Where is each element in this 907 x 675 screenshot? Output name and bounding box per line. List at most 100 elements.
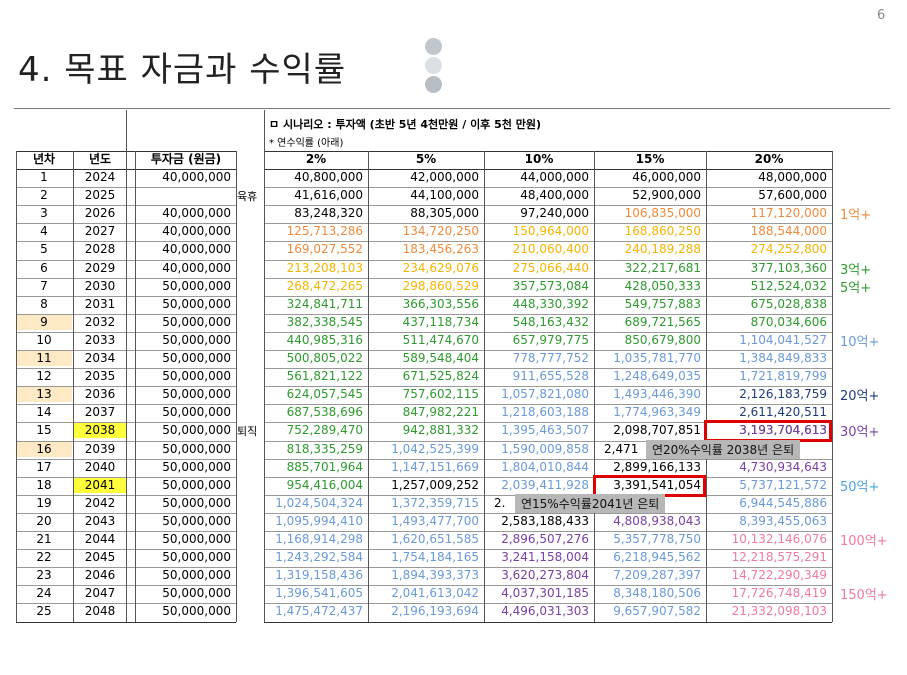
row-value-10pct: 1,057,821,080 xyxy=(501,387,589,402)
row-value-2pct: 954,416,004 xyxy=(286,477,363,492)
row-value-20pct: 21,332,098,103 xyxy=(731,604,827,619)
row-value-15pct: 52,900,000 xyxy=(632,188,701,203)
milestone-label: 50억+ xyxy=(840,479,880,495)
header-4: 2% xyxy=(305,152,327,166)
row-principal: 50,000,000 xyxy=(162,332,231,347)
row-value-10pct: 448,330,392 xyxy=(512,296,589,311)
callout-15pct-retire: 연15%수익률2041년 은퇴 xyxy=(515,493,666,513)
header-1: 년차 xyxy=(32,152,56,166)
row-value-10pct: 1,395,463,507 xyxy=(501,423,589,438)
row-divider xyxy=(264,603,832,605)
milestone-label: 10억+ xyxy=(840,334,880,350)
row-year: 2048 xyxy=(84,604,116,619)
row-year: 2030 xyxy=(84,278,116,293)
row-value-20pct: 2,611,420,511 xyxy=(739,405,827,420)
row-year: 2037 xyxy=(84,405,116,420)
row-divider xyxy=(264,223,832,225)
row-year: 2042 xyxy=(84,495,116,510)
row-value-5pct: 757,602,115 xyxy=(402,387,479,402)
row-year: 2041 xyxy=(74,476,126,493)
row-divider xyxy=(264,259,832,261)
row-value-10pct: 1,590,009,858 xyxy=(501,441,589,456)
row-value-15pct: 2,471 xyxy=(604,441,639,456)
row-value-2pct: 885,701,964 xyxy=(286,459,363,474)
row-value-2pct: 268,472,265 xyxy=(286,278,363,293)
table-bottom-line xyxy=(16,621,236,623)
row-value-2pct: 1,319,158,436 xyxy=(275,568,363,583)
row-value-5pct: 1,754,184,165 xyxy=(391,550,479,565)
row-value-10pct: 4,496,031,303 xyxy=(501,604,589,619)
row-value-15pct: 240,189,288 xyxy=(624,242,701,257)
row-principal: 40,000,000 xyxy=(162,260,231,275)
row-value-10pct: 657,979,775 xyxy=(512,332,589,347)
column-divider xyxy=(368,151,369,622)
row-principal: 50,000,000 xyxy=(162,477,231,492)
row-value-15pct: 106,835,000 xyxy=(624,206,701,221)
column-divider xyxy=(16,151,17,622)
row-year-number: 10 xyxy=(36,332,52,347)
row-value-15pct: 1,493,446,390 xyxy=(613,387,701,402)
decor-dot-top xyxy=(425,38,442,55)
row-value-15pct: 549,757,883 xyxy=(624,296,701,311)
row-value-5pct: 1,894,393,373 xyxy=(391,568,479,583)
row-value-10pct: 275,066,440 xyxy=(512,260,589,275)
row-divider xyxy=(264,187,832,189)
column-divider xyxy=(126,110,127,622)
column-divider xyxy=(236,151,237,622)
row-value-5pct: 1,257,009,252 xyxy=(391,477,479,492)
row-principal: 50,000,000 xyxy=(162,314,231,329)
row-year: 2034 xyxy=(84,351,116,365)
row-value-20pct: 870,034,606 xyxy=(750,314,827,329)
column-divider xyxy=(594,151,595,622)
row-value-5pct: 44,100,000 xyxy=(410,188,479,203)
row-principal: 50,000,000 xyxy=(162,495,231,510)
row-divider xyxy=(264,458,832,460)
row-value-15pct: 322,217,681 xyxy=(624,260,701,275)
row-value-10pct: 44,000,000 xyxy=(520,170,589,184)
header-8: 20% xyxy=(754,152,784,166)
row-value-5pct: 298,860,529 xyxy=(402,278,479,293)
row-year-number: 25 xyxy=(36,604,52,619)
row-year-number: 5 xyxy=(40,242,48,257)
row-year-number: 2 xyxy=(40,188,48,203)
row-value-20pct: 274,252,800 xyxy=(750,242,827,257)
row-year-number: 7 xyxy=(40,278,48,293)
row-year-number: 4 xyxy=(40,224,48,239)
row-year: 2044 xyxy=(84,532,116,546)
row-value-15pct: 2,899,166,133 xyxy=(613,459,701,474)
row-value-15pct: 689,721,565 xyxy=(624,314,701,329)
row-year: 2035 xyxy=(84,369,116,384)
row-value-2pct: 41,616,000 xyxy=(294,188,363,203)
row-divider xyxy=(264,295,832,297)
row-principal: 50,000,000 xyxy=(162,441,231,456)
decor-dot-middle xyxy=(425,57,442,74)
row-value-20pct: 1,721,819,799 xyxy=(739,369,827,384)
header-3: 투자금 (원금) xyxy=(150,152,222,166)
row-year: 2047 xyxy=(84,586,116,601)
row-value-15pct: 46,000,000 xyxy=(632,170,701,184)
row-divider xyxy=(264,512,832,514)
row-value-20pct: 17,726,748,419 xyxy=(731,586,827,601)
row-value-2pct: 1,475,472,437 xyxy=(275,604,363,619)
row-value-15pct: 1,035,781,770 xyxy=(613,351,701,365)
row-value-10pct: 3,241,158,004 xyxy=(501,550,589,565)
row-divider xyxy=(264,386,832,388)
row-divider xyxy=(264,205,832,207)
row-year: 2045 xyxy=(84,550,116,565)
row-value-15pct: 7,209,287,397 xyxy=(613,568,701,583)
row-divider xyxy=(264,531,832,532)
row-year-number: 17 xyxy=(36,459,52,474)
row-year: 2027 xyxy=(84,224,116,239)
row-principal: 50,000,000 xyxy=(162,296,231,311)
row-value-5pct: 942,881,332 xyxy=(402,423,479,438)
row-principal: 50,000,000 xyxy=(162,604,231,619)
row-divider xyxy=(264,404,832,406)
mid-label-r2: 육휴 xyxy=(237,190,258,204)
row-value-5pct: 1,620,651,585 xyxy=(391,532,479,546)
row-year: 2031 xyxy=(84,296,116,311)
row-year-number: 1 xyxy=(40,170,48,184)
row-year: 2038 xyxy=(74,422,126,439)
row-value-20pct: 57,600,000 xyxy=(758,188,827,203)
row-value-20pct: 117,120,000 xyxy=(750,206,827,221)
mid-label-r15: 퇴직 xyxy=(237,425,258,439)
